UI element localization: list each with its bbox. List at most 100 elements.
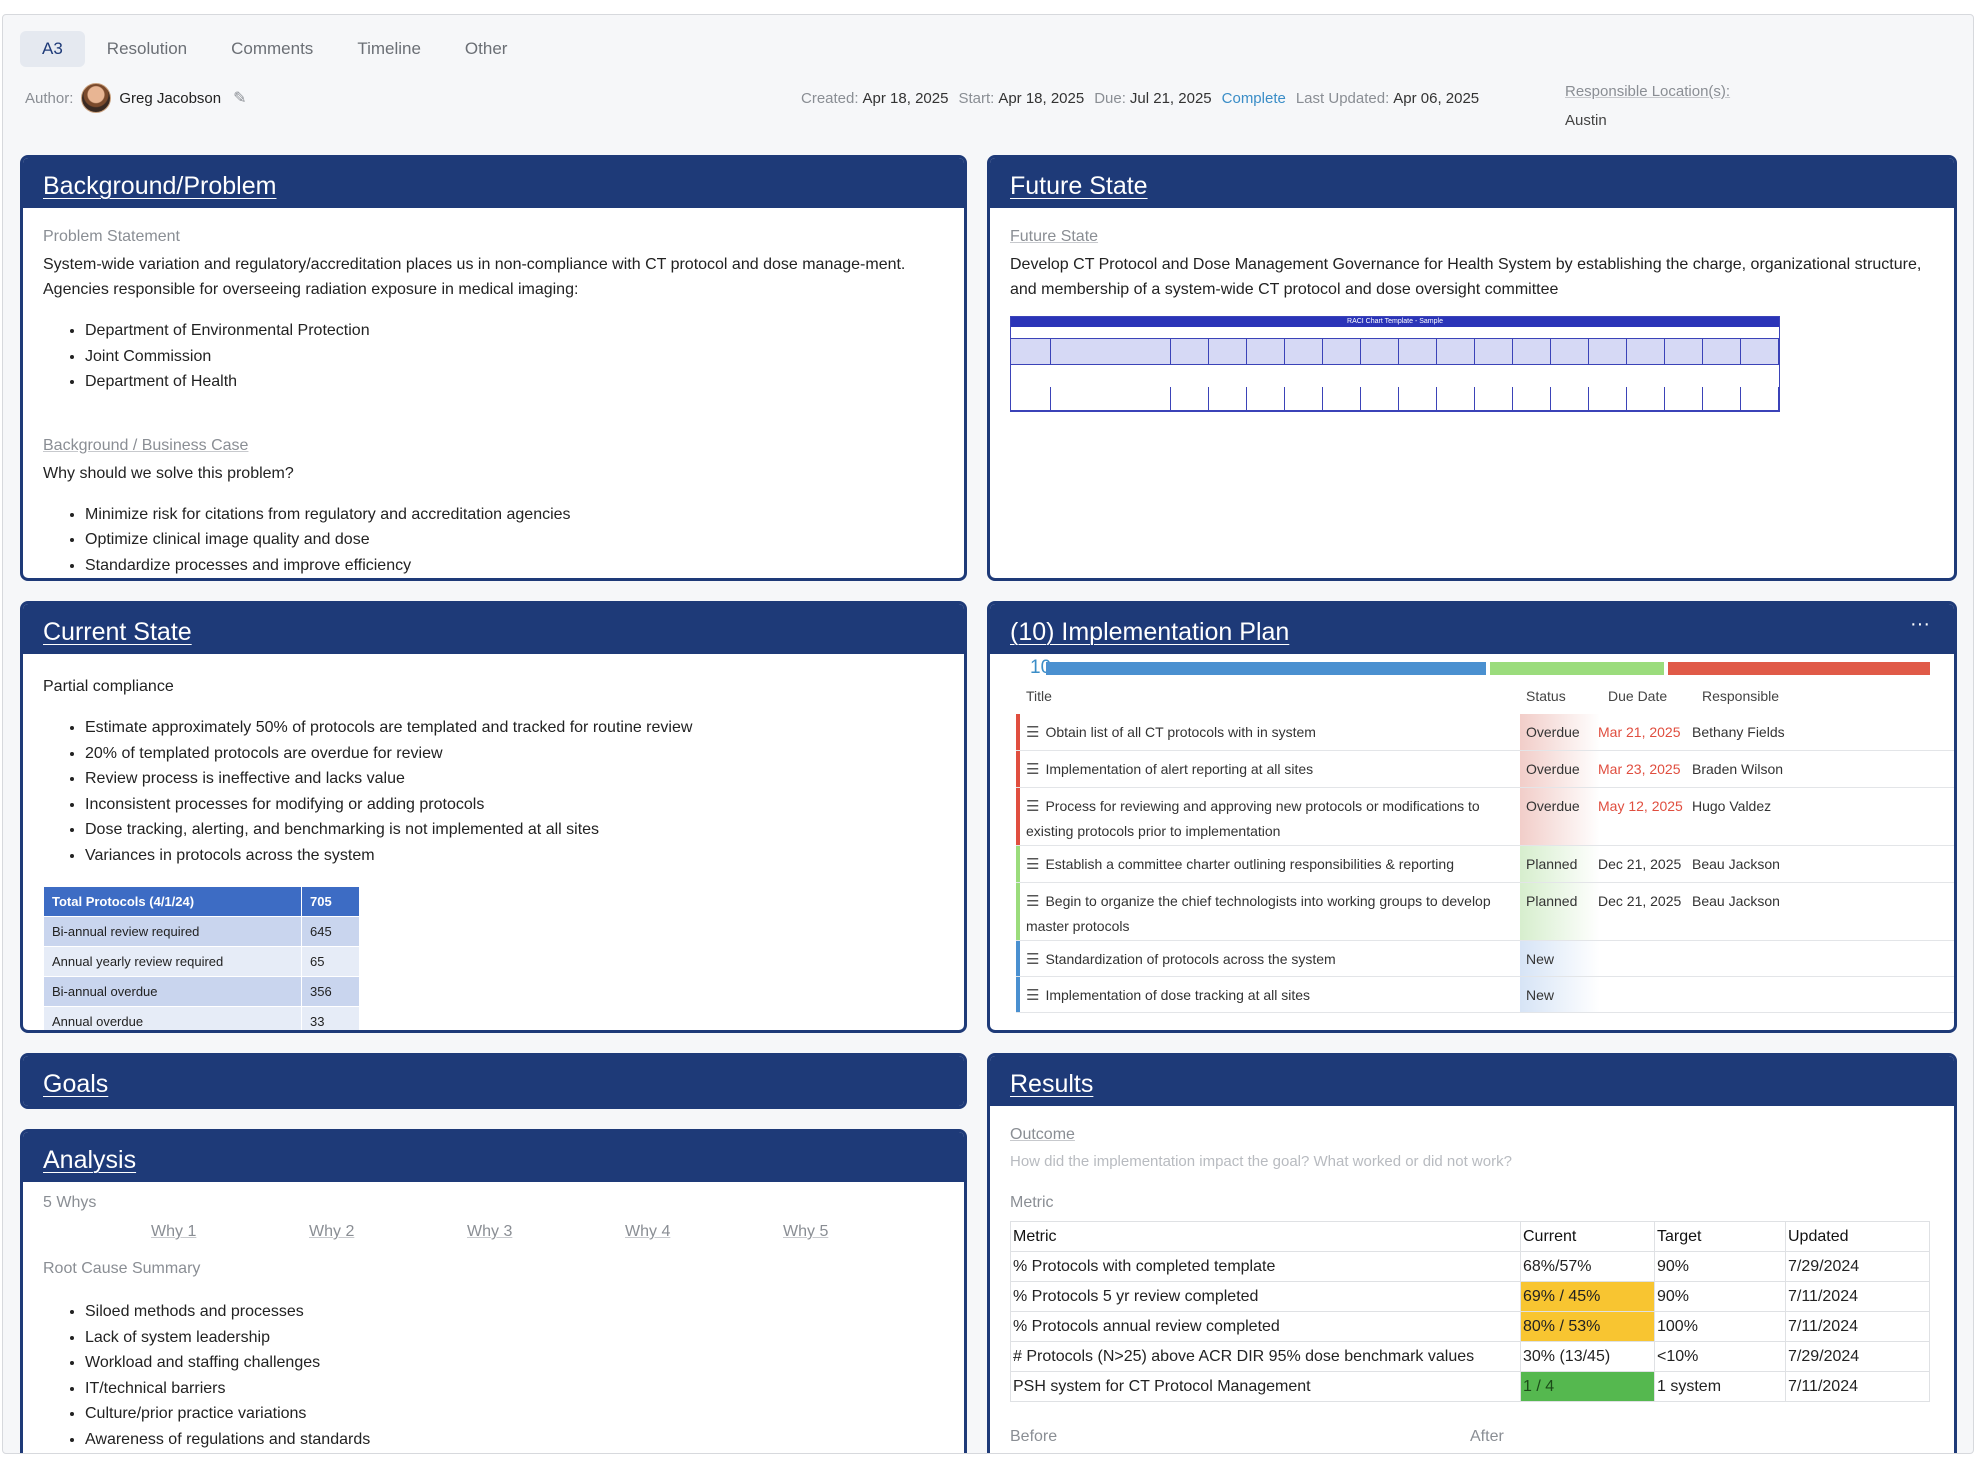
list-item[interactable]: ☰ Process for reviewing and approving new…	[1016, 788, 1954, 846]
table-row: % Protocols annual review completed 80% …	[1010, 1311, 1930, 1342]
why-1[interactable]: Why 1	[151, 1223, 197, 1240]
task-list-icon: ☰	[1026, 761, 1040, 778]
list-item: Variances in protocols across the system	[85, 843, 944, 869]
list-item[interactable]: ☰ Establish a committee charter outlining…	[1016, 846, 1954, 883]
dates: Created: Apr 18, 2025 Start: Apr 18, 2025 …	[801, 83, 1479, 113]
current-state-title[interactable]: Current State	[43, 618, 192, 646]
start-date: Apr 18, 2025	[998, 89, 1085, 107]
implementation-list: ☰ Obtain list of all CT protocols with in…	[1016, 714, 1954, 1013]
created-label: Created:	[801, 89, 859, 107]
results-panel: Results Outcome How did the implementati…	[987, 1053, 1957, 1453]
results-title[interactable]: Results	[1010, 1070, 1094, 1098]
col-updated: Updated	[1785, 1221, 1930, 1252]
avatar[interactable]	[81, 83, 112, 113]
responsible-value: Austin	[1565, 112, 1607, 129]
tab-resolution[interactable]: Resolution	[106, 39, 188, 58]
list-item: Joint Commission	[85, 344, 944, 370]
tab-a3[interactable]: A3	[20, 31, 85, 67]
outcome-label: Outcome	[1010, 1126, 1075, 1143]
col-title[interactable]: Title	[1026, 688, 1052, 704]
analysis-title[interactable]: Analysis	[43, 1146, 137, 1174]
task-list-icon: ☰	[1026, 798, 1040, 815]
why-5[interactable]: Why 5	[783, 1223, 829, 1240]
col-status[interactable]: Status	[1526, 688, 1566, 704]
future-state-title[interactable]: Future State	[1010, 172, 1148, 200]
tab-bar: A3 Resolution Comments Timeline Other	[20, 31, 529, 67]
tab-comments[interactable]: Comments	[231, 39, 314, 58]
protocol-summary-table: Total Protocols (4/1/24) 705 Bi-annual re…	[43, 886, 360, 1030]
status-new: New	[1520, 977, 1600, 1012]
col-target: Target	[1654, 1221, 1786, 1252]
status-bar-overdue[interactable]	[1668, 661, 1930, 675]
start-label: Start:	[958, 89, 995, 107]
author-label: Author:	[25, 89, 74, 107]
table-row: % Protocols 5 yr review completed 69% / …	[1010, 1281, 1930, 1312]
table-row: # Protocols (N>25) above ACR DIR 95% dos…	[1010, 1341, 1930, 1372]
why-3[interactable]: Why 3	[467, 1223, 513, 1240]
before-label: Before	[1010, 1428, 1058, 1445]
future-state-body[interactable]: Future State Develop CT Protocol and Dos…	[990, 208, 1954, 426]
status-bar-planned[interactable]	[1490, 661, 1664, 675]
list-item: Awareness of regulations and standards	[85, 1427, 944, 1453]
future-state-label: Future State	[1010, 228, 1099, 245]
current-state-list: Estimate approximately 50% of protocols …	[43, 715, 944, 868]
why-2[interactable]: Why 2	[309, 1223, 355, 1240]
due-date: Jul 21, 2025	[1129, 89, 1212, 107]
item-count: 10	[1030, 657, 1052, 678]
list-item: Review process is ineffective and lacks …	[85, 766, 944, 792]
col-due-date[interactable]: Due Date	[1608, 688, 1668, 704]
why-4[interactable]: Why 4	[625, 1223, 671, 1240]
col-metric: Metric	[1010, 1221, 1521, 1252]
business-case-label: Background / Business Case	[43, 436, 249, 454]
background-body[interactable]: Problem Statement System-wide variation …	[23, 208, 964, 578]
tab-timeline[interactable]: Timeline	[357, 39, 421, 58]
list-item: Lack of system leadership	[85, 1325, 944, 1351]
list-item: 20% of templated protocols are overdue f…	[85, 741, 944, 767]
list-item[interactable]: ☰ Implementation of dose tracking at all …	[1016, 977, 1954, 1013]
analysis-header: Analysis	[23, 1132, 964, 1182]
current-state-header: Current State	[23, 604, 964, 654]
task-list-icon: ☰	[1026, 893, 1040, 910]
background-title[interactable]: Background/Problem	[43, 172, 277, 200]
results-body[interactable]: Outcome How did the implementation impac…	[990, 1106, 1954, 1453]
list-item[interactable]: ☰ Obtain list of all CT protocols with in…	[1016, 714, 1954, 751]
status-overdue: Overdue	[1520, 788, 1600, 845]
table-row: Bi-annual review required 645	[43, 916, 360, 947]
list-item: Inconsistent processes for modifying or …	[85, 792, 944, 818]
task-list-icon: ☰	[1026, 856, 1040, 873]
list-item: IT/technical barriers	[85, 1376, 944, 1402]
analysis-body[interactable]: 5 Whys Why 1 Why 2 Why 3 Why 4 Why 5 Roo…	[23, 1182, 964, 1453]
col-current: Current	[1520, 1221, 1655, 1252]
list-item: Culture/prior practice variations	[85, 1401, 944, 1427]
implementation-title[interactable]: (10) Implementation Plan	[1010, 618, 1290, 646]
col-responsible[interactable]: Responsible	[1702, 688, 1780, 704]
metric-table: Metric Current Target Updated % Protocol…	[1010, 1221, 1930, 1402]
author-name[interactable]: Greg Jacobson	[119, 89, 222, 107]
goals-title[interactable]: Goals	[43, 1070, 109, 1098]
status-bar-new[interactable]	[1046, 661, 1486, 675]
list-item[interactable]: ☰ Begin to organize the chief technologis…	[1016, 883, 1954, 941]
list-item: Dose tracking, alerting, and benchmarkin…	[85, 817, 944, 843]
future-state-header: Future State	[990, 158, 1954, 208]
last-updated-label: Last Updated:	[1295, 89, 1390, 107]
created-date: Apr 18, 2025	[862, 89, 949, 107]
status-distribution-bar: 10	[1004, 657, 1954, 678]
more-menu-icon[interactable]: ···	[1910, 613, 1930, 635]
current-state-panel: Current State Partial compliance Estimat…	[20, 601, 967, 1033]
raci-chart-image[interactable]: RACI Chart Template - Sample	[1010, 316, 1780, 412]
list-item[interactable]: ☰ Implementation of alert reporting at al…	[1016, 751, 1954, 788]
outcome-placeholder[interactable]: How did the implementation impact the go…	[1010, 1153, 1512, 1170]
a3-page: A3 Resolution Comments Timeline Other Au…	[2, 14, 1974, 1454]
implementation-column-headers: Title Status Due Date Responsible	[1026, 688, 1954, 710]
after-label: After	[1470, 1428, 1504, 1445]
responsible-location: Responsible Location(s): Austin	[1565, 83, 1730, 129]
due-label: Due:	[1094, 89, 1126, 107]
last-updated-date: Apr 06, 2025	[1393, 89, 1480, 107]
list-item[interactable]: ☰ Standardization of protocols across the…	[1016, 941, 1954, 977]
future-state-panel: Future State Future State Develop CT Pro…	[987, 155, 1957, 581]
current-state-body[interactable]: Partial compliance Estimate approximatel…	[23, 654, 964, 1030]
pencil-icon[interactable]: ✎	[233, 90, 247, 107]
status-badge[interactable]: Complete	[1221, 89, 1286, 107]
list-item: Department of Health	[85, 369, 944, 395]
tab-other[interactable]: Other	[464, 39, 508, 58]
